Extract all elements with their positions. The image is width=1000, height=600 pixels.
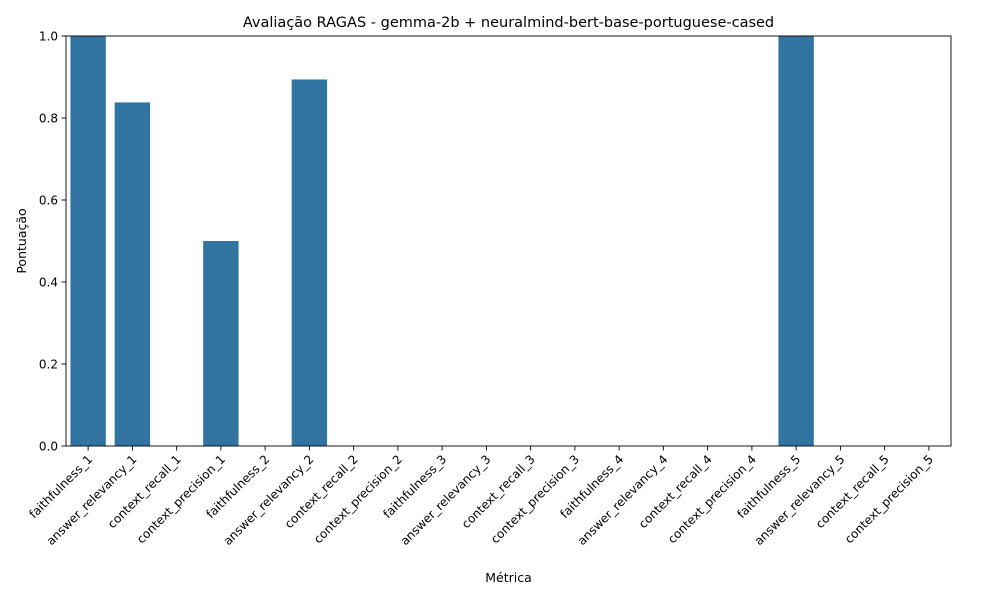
y-axis: 0.0 0.2 0.4 0.6 0.8 1.0	[39, 29, 66, 453]
y-tick-label: 0.0	[39, 439, 58, 453]
chart-title: Avaliação RAGAS - gemma-2b + neuralmind-…	[243, 15, 774, 31]
bars-layer	[70, 36, 814, 447]
x-tick-label: context_precision_3	[488, 452, 582, 546]
bar-faithfulness-1	[70, 36, 106, 446]
x-tick-label: context_precision_5	[842, 452, 936, 546]
y-tick-label: 0.6	[39, 193, 58, 207]
bar-faithfulness-5	[778, 36, 814, 446]
y-tick-label: 0.4	[39, 275, 58, 289]
y-tick-label: 0.8	[39, 111, 58, 125]
x-axis-label: Métrica	[485, 570, 532, 585]
bar-answer-relevancy-2	[291, 79, 328, 447]
y-tick-label: 1.0	[39, 29, 58, 43]
x-tick-label: context_precision_2	[311, 452, 405, 546]
y-tick-label: 0.2	[39, 357, 58, 371]
bar-answer-relevancy-1	[114, 102, 151, 447]
plot-frame	[65, 35, 952, 447]
y-axis-label: Pontuação	[14, 208, 29, 273]
x-axis: faithfulness_1answer_relevancy_1context_…	[26, 446, 936, 548]
bar-context-precision-1	[203, 241, 239, 446]
x-tick-label: context_precision_1	[134, 452, 228, 546]
x-tick-label: context_precision_4	[665, 452, 759, 546]
